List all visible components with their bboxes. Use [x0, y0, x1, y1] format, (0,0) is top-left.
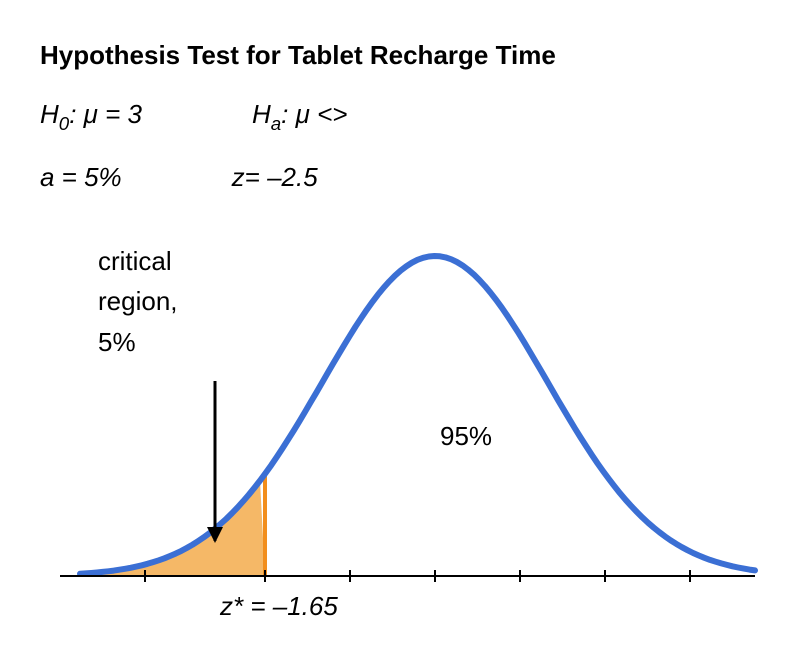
- ha-symbol: H: [252, 99, 271, 129]
- ha-text: : μ <>: [281, 99, 347, 129]
- h0-symbol: H: [40, 99, 59, 129]
- params-row: a = 5% z= –2.5: [40, 162, 760, 193]
- null-hypothesis: H0: μ = 3: [40, 99, 142, 134]
- h0-text: : μ = 3: [69, 99, 142, 129]
- critical-region-label: critical region, 5%: [98, 241, 178, 362]
- alt-hypothesis: Ha: μ <>: [252, 99, 347, 134]
- hypotheses-row: H0: μ = 3 Ha: μ <>: [40, 99, 760, 134]
- page-title: Hypothesis Test for Tablet Recharge Time: [40, 40, 760, 71]
- ha-subscript: a: [271, 113, 281, 134]
- alpha-value: a = 5%: [40, 162, 122, 193]
- distribution-chart: critical region, 5% 95% z* = –1.65: [40, 221, 760, 641]
- h0-subscript: 0: [59, 113, 69, 134]
- z-value: z= –2.5: [232, 162, 318, 193]
- critical-label-line: critical: [98, 241, 178, 281]
- critical-label-line: 5%: [98, 322, 178, 362]
- non-critical-label: 95%: [440, 421, 492, 452]
- critical-label-line: region,: [98, 281, 178, 321]
- zstar-label: z* = –1.65: [220, 591, 338, 622]
